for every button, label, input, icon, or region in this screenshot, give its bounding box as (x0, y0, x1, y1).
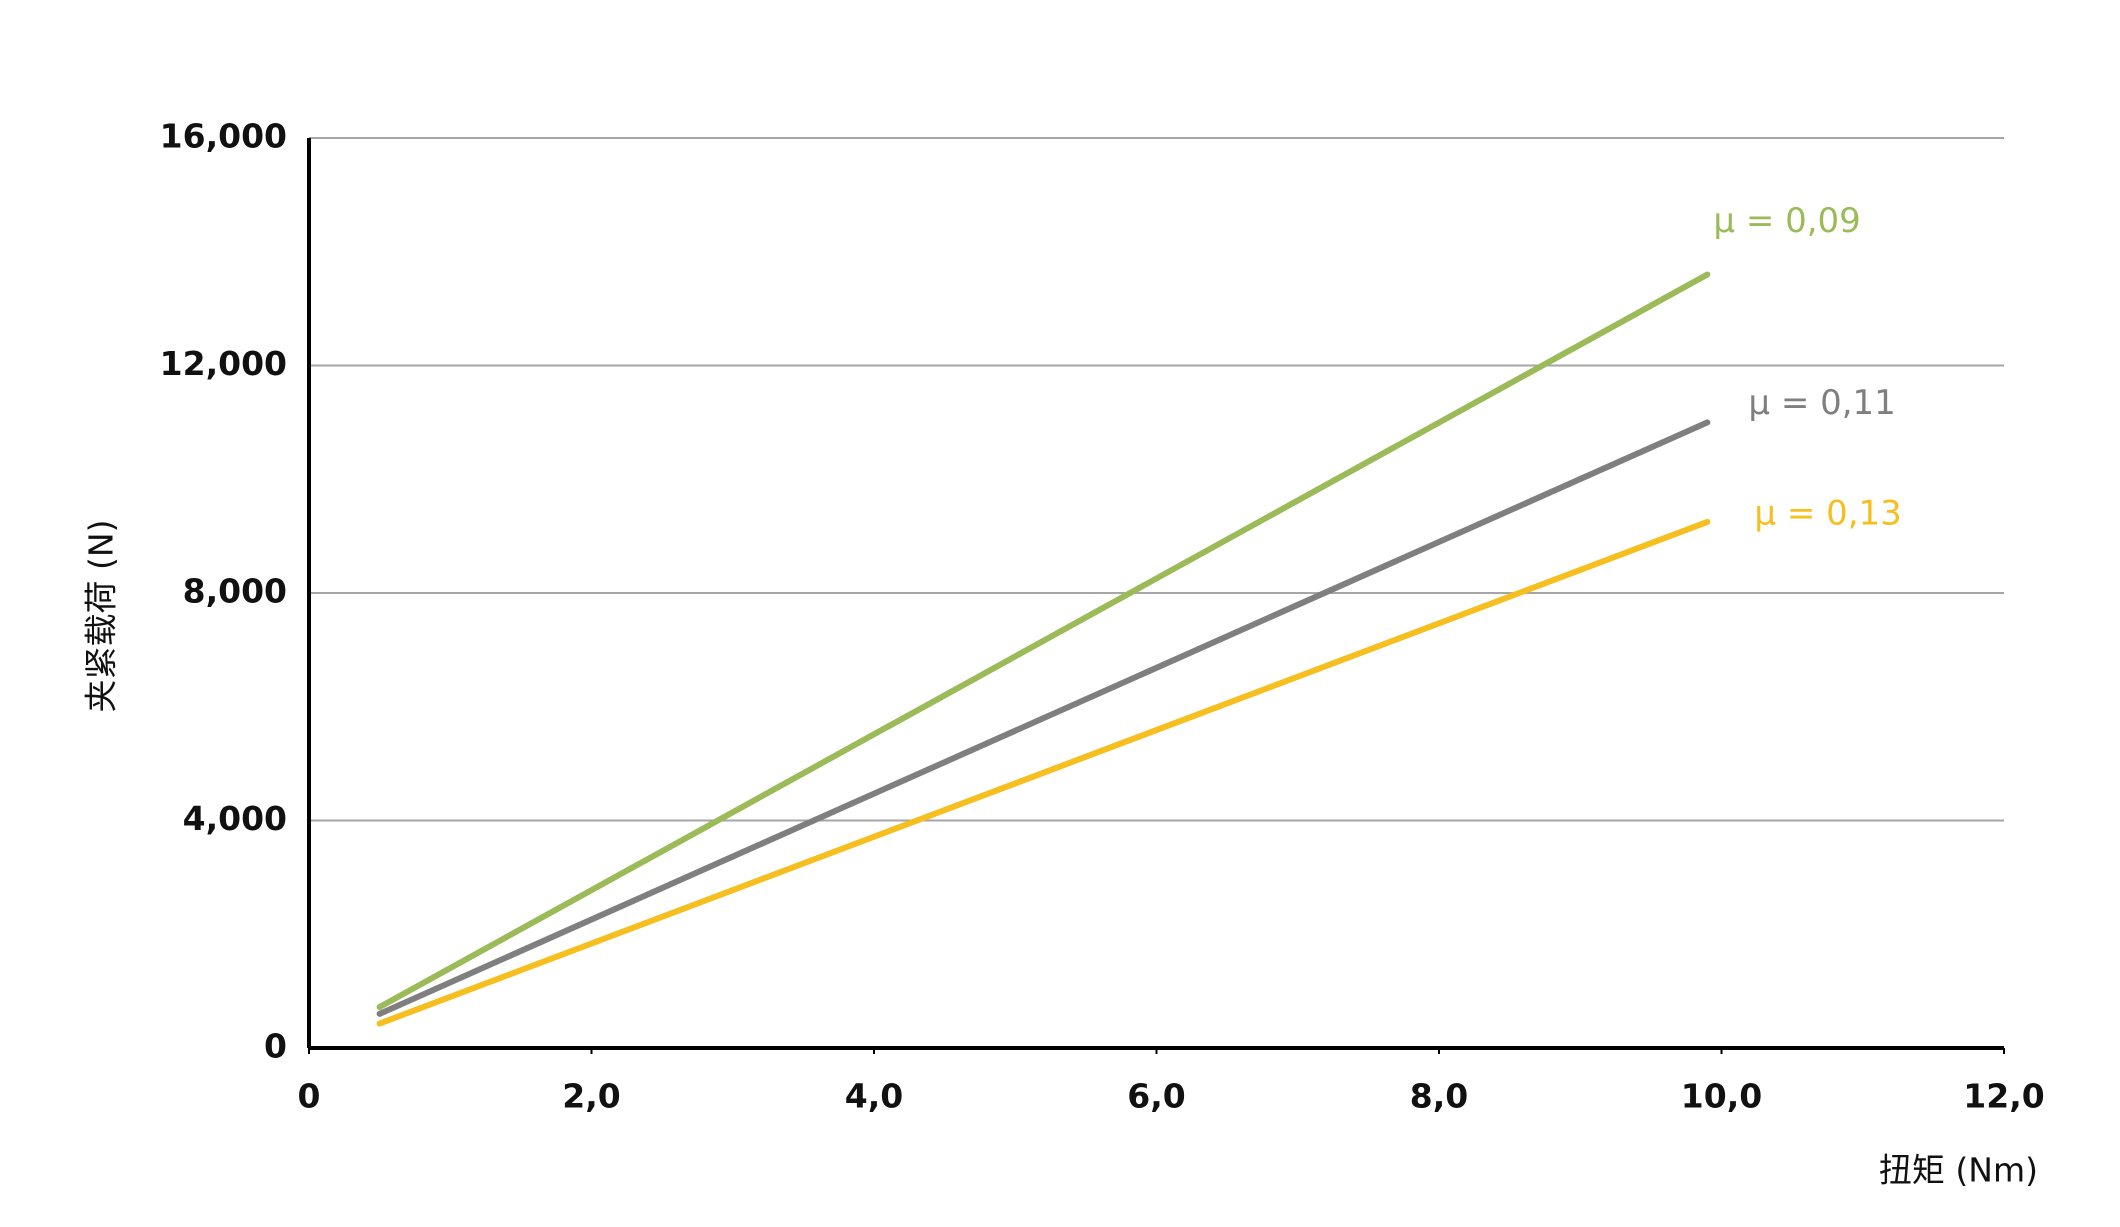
series-line (376, 518, 1711, 1027)
y-axis-label: 夹紧载荷 (N) (82, 520, 121, 713)
y-tick-label: 4,000 (183, 799, 287, 838)
x-tick-label: 2,0 (562, 1077, 620, 1116)
series-label: μ = 0,13 (1754, 493, 1901, 533)
y-tick-label: 12,000 (160, 344, 287, 383)
x-tick-label: 10,0 (1681, 1077, 1762, 1116)
y-tick-label: 0 (264, 1027, 287, 1066)
y-tick-label: 8,000 (183, 572, 287, 611)
series-label: μ = 0,09 (1713, 201, 1860, 241)
x-tick-label: 12,0 (1963, 1077, 2044, 1116)
x-axis-label: 扭矩 (Nm) (1879, 1151, 2038, 1190)
x-tick-label: 4,0 (845, 1077, 903, 1116)
series-line (376, 271, 1711, 1011)
series-label: μ = 0,11 (1748, 383, 1895, 423)
x-tick-label: 6,0 (1127, 1077, 1185, 1116)
y-tick-label: 16,000 (160, 117, 287, 156)
x-tick-label: 8,0 (1410, 1077, 1468, 1116)
series-line (376, 419, 1711, 1017)
x-tick-label: 0 (298, 1077, 321, 1116)
